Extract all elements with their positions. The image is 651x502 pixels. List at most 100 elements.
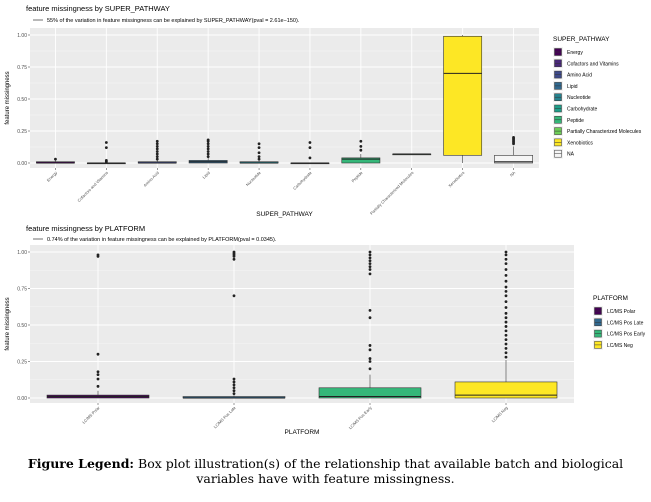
outlier-point [512,136,515,139]
outlier-point [504,253,508,257]
outlier-point [206,147,210,151]
outlier-point [155,142,159,146]
outlier-point [206,150,210,153]
chart-title: feature missingness by SUPER_PATHWAY [26,4,170,13]
outlier-point [504,329,508,333]
outlier-point [232,257,236,261]
outlier-point [504,333,508,337]
outlier-point [368,309,372,312]
y-tick-label: 0.50 [17,97,27,103]
outlier-point [104,159,108,162]
legend-label: Peptide [567,118,584,124]
outlier-point [504,250,508,254]
x-tick-label: Amino Acid [142,170,160,188]
x-tick-label: NA [509,170,517,178]
outlier-point [504,338,508,341]
outlier-point [308,146,312,150]
outlier-point [308,156,312,160]
outlier-point [257,142,261,146]
outlier-point [504,279,508,283]
legend-title: SUPER_PATHWAY [553,36,610,43]
outlier-point [368,344,372,347]
legend-label: Xenobiotics [567,140,593,146]
outlier-point [206,155,210,159]
x-tick-label: Cofactors and Vitamins [76,170,109,203]
legend-label: LC/MS Pos Late [607,320,644,326]
outlier-point [232,380,236,384]
outlier-point [368,250,372,254]
outlier-point [368,262,372,266]
figure-canvas: feature missingness by SUPER_PATHWAY 55% … [5,4,646,436]
outlier-point [504,311,508,315]
outlier-point [96,370,100,374]
legend: PLATFORM LC/MS Polar LC/MS Pos Late LC/MS P… [593,295,646,350]
outlier-point [504,273,508,277]
plot-panel [30,245,574,403]
outlier-point [232,386,236,390]
outlier-point [368,268,372,271]
box-10 [494,155,533,164]
caption-text: Box plot illustration(s) of the relation… [134,456,624,486]
y-tick-label: 0.00 [17,161,27,167]
caption-label: Figure Legend: [27,456,135,471]
outlier-point [504,346,508,350]
outlier-point [504,351,508,355]
outlier-point [257,155,261,159]
legend-label: Nucleotide [567,95,591,101]
outlier-point [257,157,261,161]
outlier-point [359,144,363,148]
outlier-point [232,389,236,393]
outlier-point [155,150,159,153]
outlier-point [232,383,236,387]
y-tick-label: 0.50 [17,323,27,329]
outlier-point [368,367,372,371]
legend-label: Amino Acid [567,73,592,79]
x-tick-label: Energy [46,170,59,183]
legend-label: Cofactors and Vitamins [567,61,619,67]
box-9 [443,35,483,156]
outlier-point [155,157,159,161]
outlier-point [232,294,236,298]
outlier-point [504,268,508,271]
box-4 [454,381,558,399]
x-axis-label: PLATFORM [285,429,320,436]
x-tick-label: Partially Characterized Molecules [369,170,415,216]
outlier-point [368,256,372,260]
outlier-point [155,139,159,143]
outlier-point [504,290,508,293]
outlier-point [368,357,372,360]
outlier-point [96,377,100,381]
chart-1: feature missingness by SUPER_PATHWAY 55% … [5,4,642,218]
chart-subtitle: 55% of the variation in feature missingn… [47,18,300,24]
outlier-point [232,392,236,396]
x-tick-label: Xenobiotics [447,170,465,188]
legend-label: LC/MS Pos Early [607,332,646,338]
outlier-point [104,146,108,150]
legend-title: PLATFORM [593,295,628,302]
outlier-point [104,141,108,144]
outlier-point [368,272,372,276]
outlier-point [155,144,159,148]
outlier-point [232,377,236,381]
outlier-point [257,146,261,150]
figure-caption: Figure Legend: Box plot illustration(s) … [0,456,651,486]
x-tick-label: LC/MS Pos Early [348,405,373,430]
legend-label: Lipid [567,84,578,90]
outlier-point [359,148,363,152]
legend-label: Partially Characterized Molecules [567,129,642,135]
outlier-point [504,355,508,359]
y-axis-label: feature missingness [5,297,11,350]
y-tick-label: 0.75 [17,286,27,292]
legend-label: LC/MS Neg [607,343,633,349]
legend-label: Energy [567,50,583,56]
outlier-point [504,300,508,304]
outlier-point [368,265,372,268]
chart-2: feature missingness by PLATFORM 0.74% of … [5,224,646,436]
outlier-point [206,138,210,142]
y-tick-label: 1.00 [17,250,27,256]
outlier-point [206,152,210,156]
outlier-point [504,325,508,328]
outlier-point [368,259,372,263]
legend: SUPER_PATHWAY Energy Cofactors and Vitamin… [553,36,642,159]
outlier-point [504,257,508,261]
